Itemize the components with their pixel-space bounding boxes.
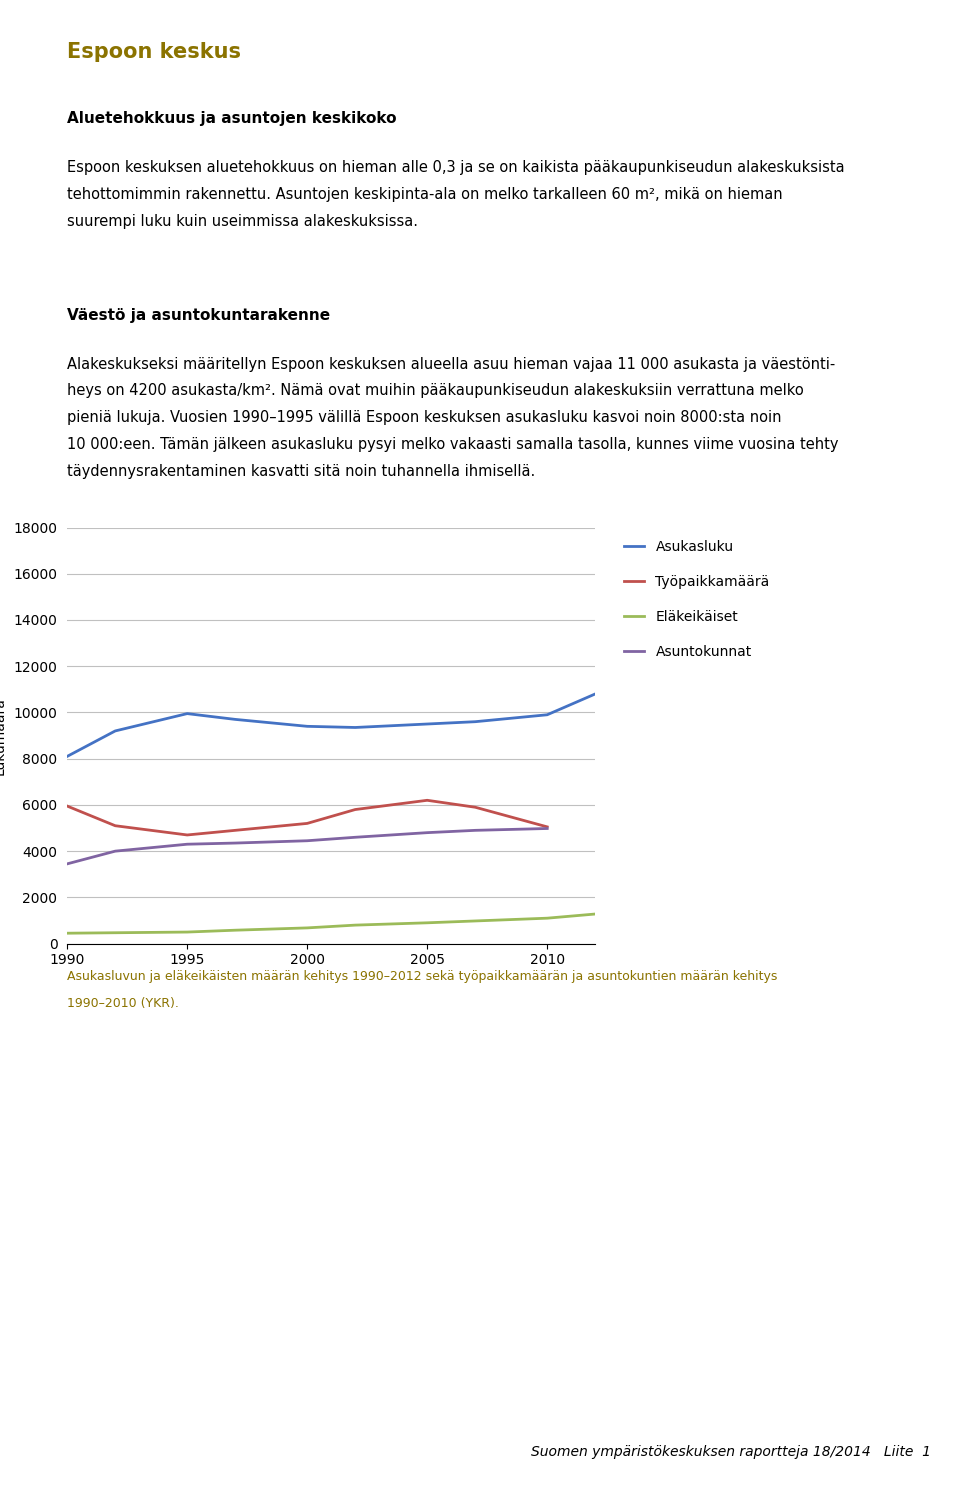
Text: heys on 4200 asukasta/km². Nämä ovat muihin pääkaupunkiseudun alakeskuksiin verr: heys on 4200 asukasta/km². Nämä ovat mui…	[67, 383, 804, 398]
Text: Väestö ja asuntokuntarakenne: Väestö ja asuntokuntarakenne	[67, 308, 330, 322]
Text: Espoon keskus: Espoon keskus	[67, 42, 241, 61]
Text: Espoon keskuksen aluetehokkuus on hieman alle 0,3 ja se on kaikista pääkaupunkis: Espoon keskuksen aluetehokkuus on hieman…	[67, 160, 845, 175]
Y-axis label: Lukumäärä: Lukumäärä	[0, 697, 7, 774]
Text: Suomen ympäristökeskuksen raportteja 18/2014   Liite  1: Suomen ympäristökeskuksen raportteja 18/…	[531, 1446, 931, 1459]
Text: Alakeskukseksi määritellyn Espoon keskuksen alueella asuu hieman vajaa 11 000 as: Alakeskukseksi määritellyn Espoon keskuk…	[67, 357, 835, 372]
Text: tehottomimmin rakennettu. Asuntojen keskipinta-ala on melko tarkalleen 60 m², mi: tehottomimmin rakennettu. Asuntojen kesk…	[67, 187, 782, 202]
Text: 10 000:een. Tämän jälkeen asukasluku pysyi melko vakaasti samalla tasolla, kunne: 10 000:een. Tämän jälkeen asukasluku pys…	[67, 437, 839, 452]
Text: Aluetehokkuus ja asuntojen keskikoko: Aluetehokkuus ja asuntojen keskikoko	[67, 111, 396, 126]
Text: pieniä lukuja. Vuosien 1990–1995 välillä Espoon keskuksen asukasluku kasvoi noin: pieniä lukuja. Vuosien 1990–1995 välillä…	[67, 410, 781, 425]
Text: täydennysrakentaminen kasvatti sitä noin tuhannella ihmisellä.: täydennysrakentaminen kasvatti sitä noin…	[67, 464, 536, 478]
Text: suurempi luku kuin useimmissa alakeskuksissa.: suurempi luku kuin useimmissa alakeskuks…	[67, 214, 419, 229]
Legend: Asukasluku, Työpaikkamäärä, Eläkeikäiset, Asuntokunnat: Asukasluku, Työpaikkamäärä, Eläkeikäiset…	[618, 535, 776, 664]
Text: Asukasluvun ja eläkeikäisten määrän kehitys 1990–2012 sekä työpaikkamäärän ja as: Asukasluvun ja eläkeikäisten määrän kehi…	[67, 970, 778, 984]
Text: 1990–2010 (YKR).: 1990–2010 (YKR).	[67, 997, 180, 1010]
